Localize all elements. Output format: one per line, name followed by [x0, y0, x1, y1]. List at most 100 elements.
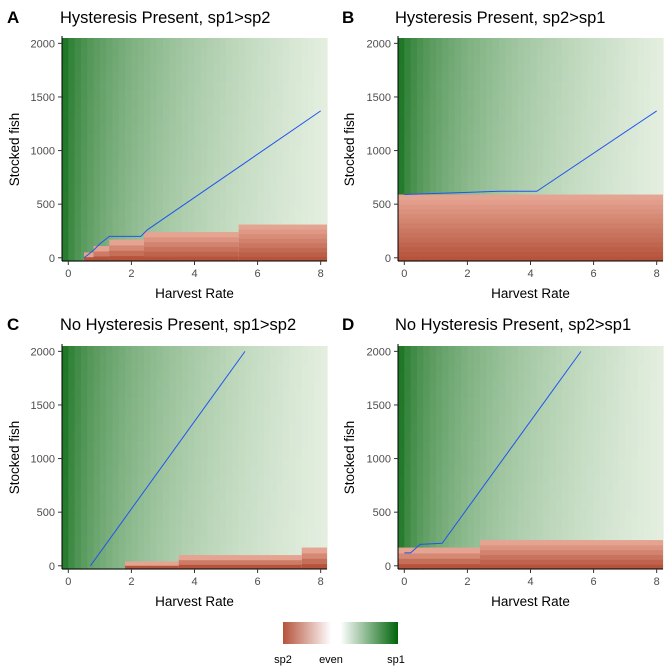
heatmap-cell: [162, 218, 170, 228]
heatmap-cell: [226, 448, 233, 459]
heatmap-cell: [308, 149, 315, 159]
sp2-region-band: [238, 233, 327, 239]
heatmap-cell: [480, 440, 487, 450]
heatmap-cell: [454, 380, 462, 390]
heatmap-cell: [606, 175, 614, 185]
heatmap-cell: [410, 491, 418, 501]
heatmap-cell: [226, 123, 233, 133]
heatmap-cell: [137, 175, 145, 185]
heatmap-cell: [505, 149, 513, 159]
heatmap-cell: [536, 414, 544, 424]
heatmap-cell: [606, 123, 614, 133]
heatmap-cell: [480, 414, 487, 424]
heatmap-cell: [442, 140, 450, 151]
heatmap-cell: [137, 491, 145, 501]
heatmap-cell: [398, 534, 405, 544]
heatmap-cell: [517, 63, 525, 73]
heatmap-cell: [612, 38, 620, 48]
heatmap-cell: [301, 534, 309, 544]
heatmap-cell: [530, 457, 538, 467]
heatmap-cell: [435, 371, 443, 381]
heatmap-cell: [530, 98, 538, 108]
heatmap-cell: [612, 123, 620, 133]
heatmap-cell: [473, 448, 481, 459]
heatmap-cell: [618, 140, 626, 151]
heatmap-cell: [404, 354, 412, 364]
heatmap-cell: [74, 226, 82, 236]
sp2-region-band: [144, 232, 239, 238]
heatmap-cell: [270, 98, 278, 108]
heatmap-cell: [423, 346, 431, 356]
heatmap-cell: [131, 474, 139, 484]
heatmap-cell: [238, 63, 246, 73]
heatmap-cell: [404, 80, 412, 91]
heatmap-cell: [62, 380, 69, 390]
heatmap-cell: [644, 346, 651, 356]
heatmap-cell: [257, 406, 265, 416]
heatmap-cell: [593, 98, 601, 108]
heatmap-cell: [429, 500, 437, 510]
heatmap-cell: [169, 414, 177, 424]
heatmap-cell: [574, 491, 582, 501]
heatmap-cell: [200, 543, 208, 553]
heatmap-cell: [314, 423, 322, 433]
heatmap-cell: [74, 235, 82, 245]
heatmap-cell: [308, 132, 315, 142]
heatmap-cell: [213, 500, 221, 510]
heatmap-cell: [232, 423, 240, 433]
heatmap-cell: [555, 517, 563, 527]
heatmap-cell: [308, 38, 315, 48]
heatmap-cell: [505, 388, 513, 399]
heatmap-cell: [549, 466, 557, 476]
heatmap-cell: [62, 209, 69, 219]
heatmap-cell: [593, 346, 601, 356]
heatmap-cell: [175, 106, 183, 116]
heatmap-cell: [517, 80, 525, 91]
heatmap-cell: [144, 534, 151, 544]
heatmap-cell: [416, 55, 424, 65]
heatmap-cell: [429, 38, 437, 48]
heatmap-cell: [276, 140, 284, 151]
heatmap-cell: [282, 466, 290, 476]
heatmap-cell: [125, 414, 133, 424]
heatmap-cell: [618, 149, 626, 159]
heatmap-cell: [530, 491, 538, 501]
heatmap-cell: [454, 491, 462, 501]
heatmap-cell: [87, 98, 95, 108]
heatmap-cell: [536, 500, 544, 510]
heatmap-cell: [276, 200, 284, 211]
heatmap-cell: [156, 200, 164, 211]
heatmap-cell: [194, 457, 202, 467]
heatmap-cell: [80, 140, 88, 151]
heatmap-cell: [543, 123, 551, 133]
legend-colorbar: [283, 622, 398, 644]
heatmap-cell: [238, 526, 246, 536]
heatmap-cell: [530, 166, 538, 176]
heatmap-cell: [308, 440, 315, 450]
heatmap-cell: [301, 354, 309, 364]
heatmap-cell: [416, 406, 424, 416]
heatmap-cell: [62, 491, 69, 501]
heatmap-cell: [244, 346, 252, 356]
heatmap-cell: [188, 466, 196, 476]
y-axis-title: Stocked fish: [7, 113, 22, 187]
heatmap-cell: [194, 448, 202, 459]
heatmap-cell: [244, 517, 252, 527]
heatmap-cell: [74, 543, 82, 553]
heatmap-cell: [219, 98, 227, 108]
heatmap-cell: [549, 132, 557, 142]
heatmap-cell: [226, 483, 233, 493]
heatmap-cell: [251, 123, 259, 133]
heatmap-cell: [574, 346, 582, 356]
heatmap-cell: [612, 354, 620, 364]
heatmap-cell: [473, 115, 481, 125]
heatmap-cell: [511, 98, 519, 108]
heatmap-cell: [106, 423, 114, 433]
heatmap-cell: [93, 80, 101, 91]
heatmap-cell: [74, 46, 82, 56]
heatmap-cell: [498, 123, 506, 133]
heatmap-cell: [416, 98, 424, 108]
heatmap-cell: [150, 140, 158, 151]
heatmap-cell: [423, 534, 431, 544]
heatmap-cell: [68, 483, 76, 493]
